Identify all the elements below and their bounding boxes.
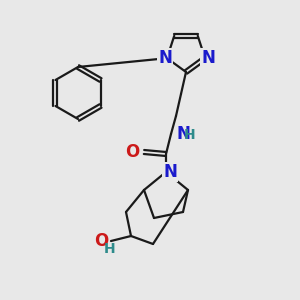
Text: O: O <box>125 143 139 161</box>
Text: H: H <box>104 242 116 256</box>
Text: H: H <box>184 128 196 142</box>
Text: N: N <box>163 163 177 181</box>
Text: N: N <box>176 125 190 143</box>
Text: N: N <box>201 49 215 67</box>
Text: O: O <box>94 232 108 250</box>
Text: N: N <box>158 49 172 67</box>
